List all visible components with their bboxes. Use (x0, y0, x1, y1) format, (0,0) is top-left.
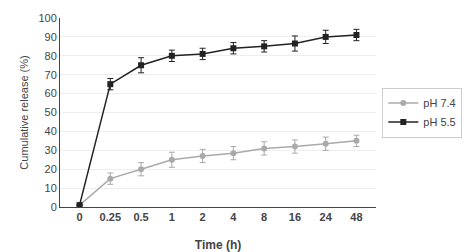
svg-text:24: 24 (320, 211, 333, 223)
svg-text:48: 48 (350, 211, 362, 223)
svg-text:Time (h): Time (h) (195, 238, 241, 252)
svg-text:40: 40 (45, 125, 57, 137)
svg-text:20: 20 (45, 163, 57, 175)
svg-text:70: 70 (45, 69, 57, 81)
svg-text:0: 0 (51, 201, 57, 213)
svg-text:Cumulative release (%): Cumulative release (%) (18, 55, 30, 169)
svg-text:pH 7.4: pH 7.4 (423, 97, 455, 109)
svg-text:10: 10 (45, 182, 57, 194)
svg-text:0.5: 0.5 (133, 211, 148, 223)
svg-text:80: 80 (45, 50, 57, 62)
svg-text:30: 30 (45, 144, 57, 156)
svg-text:2: 2 (200, 211, 206, 223)
svg-text:16: 16 (289, 211, 301, 223)
svg-text:60: 60 (45, 87, 57, 99)
svg-text:50: 50 (45, 106, 57, 118)
svg-text:0.25: 0.25 (100, 211, 121, 223)
svg-text:4: 4 (230, 211, 237, 223)
svg-text:100: 100 (38, 12, 56, 24)
svg-text:8: 8 (261, 211, 267, 223)
svg-text:90: 90 (45, 31, 57, 43)
svg-text:0: 0 (76, 211, 82, 223)
svg-text:pH 5.5: pH 5.5 (423, 116, 455, 128)
svg-text:1: 1 (169, 211, 175, 223)
